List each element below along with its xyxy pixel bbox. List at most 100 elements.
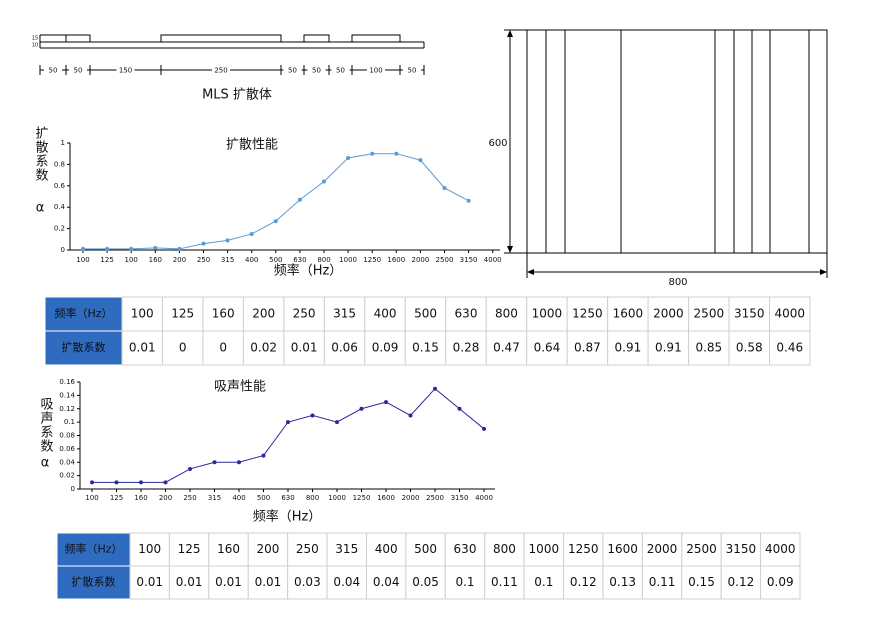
data-point	[359, 406, 364, 411]
dimension-label: 100	[369, 67, 382, 75]
cell-text: 0.1	[534, 575, 553, 589]
cell-text: 0.12	[728, 575, 755, 589]
dimension-label: 50	[288, 67, 297, 75]
x-tick-label: 800	[306, 494, 319, 502]
y-tick-label: 0	[71, 485, 75, 493]
x-tick-label: 250	[183, 494, 196, 502]
cell-text: 160	[217, 542, 240, 556]
x-tick-label: 2500	[436, 256, 454, 264]
data-point	[201, 241, 206, 246]
x-tick-label: 125	[110, 494, 123, 502]
cell-text: 630	[455, 307, 478, 321]
cell-text: 扩散系数	[72, 575, 116, 589]
data-point	[286, 420, 290, 425]
table-cell	[563, 565, 604, 600]
cell-text: 0.03	[294, 575, 321, 589]
dimension-label: 150	[119, 67, 132, 75]
cell-text: 0.87	[574, 341, 601, 355]
cell-text: 1000	[529, 542, 560, 556]
data-point	[433, 386, 437, 391]
cell-text: 2000	[647, 542, 678, 556]
table-cell	[720, 532, 762, 567]
data-point	[225, 238, 230, 243]
x-tick-label: 400	[232, 494, 245, 502]
table-cell	[247, 532, 289, 567]
cell-text: 频率（Hz）	[54, 306, 112, 320]
table-cell	[720, 565, 762, 600]
data-point	[418, 158, 423, 163]
data-point	[346, 155, 351, 160]
dimension-label: 50	[408, 67, 417, 75]
data-point	[310, 413, 315, 418]
x-tick-label: 315	[221, 256, 234, 264]
cell-text: 0.91	[615, 341, 642, 355]
dimension-label-bg	[331, 66, 350, 74]
plan-height: 600	[488, 138, 507, 149]
data-point	[114, 480, 119, 485]
data-point	[237, 460, 241, 465]
x-tick-label: 630	[293, 256, 306, 264]
data-point	[105, 246, 110, 251]
x-tick-label: 4000	[484, 256, 502, 264]
cell-text: 0.64	[534, 341, 561, 355]
cell-text: 3150	[726, 542, 757, 556]
table-cell	[364, 296, 406, 332]
cell-text: 频率（Hz）	[64, 542, 122, 556]
y-tick-label: 0.06	[59, 445, 75, 453]
x-tick-label: 800	[317, 256, 330, 264]
x-tick-label: 160	[134, 494, 147, 502]
cell-text: 500	[414, 307, 437, 321]
dimension-label-bg	[283, 66, 302, 74]
dimension-label-bg	[403, 66, 421, 74]
x-tick-label: 3150	[451, 494, 469, 502]
data-point	[297, 197, 302, 202]
x-axis-label: 频率（Hz）	[274, 263, 343, 279]
dimension-label: 50	[49, 67, 58, 75]
cell-text: 0.09	[767, 575, 794, 589]
dimension-label-bg	[367, 66, 385, 74]
cell-text: 1600	[613, 307, 644, 321]
data-point	[442, 185, 447, 190]
x-tick-label: 1250	[363, 256, 381, 264]
cell-text: 0.12	[570, 575, 597, 589]
table-cell	[688, 330, 730, 366]
dimension-label-bg	[44, 66, 62, 74]
cell-text: 125	[171, 307, 194, 321]
y-tick-label: 0	[61, 246, 65, 254]
table-cell	[404, 296, 447, 332]
table-cell	[129, 565, 170, 600]
y-tick-label: 1	[61, 139, 65, 147]
dimension-label-bg	[69, 66, 87, 74]
table-cell	[484, 565, 525, 600]
cell-text: 0.04	[333, 575, 360, 589]
table-cell	[365, 565, 407, 600]
x-tick-label: 200	[159, 494, 172, 502]
table-cell	[760, 565, 801, 600]
data-point	[322, 179, 326, 184]
cell-text: 扩散系数	[62, 340, 106, 354]
cell-text: 0.11	[649, 575, 676, 589]
y-tick-label: 0.8	[54, 160, 65, 168]
x-tick-label: 125	[100, 256, 113, 264]
table-cell	[323, 330, 366, 366]
cell-text: 0.15	[688, 575, 715, 589]
table-cell	[326, 565, 367, 600]
y-tick-label: 0.12	[59, 405, 75, 413]
dimension-label: 50	[312, 67, 321, 75]
data-point	[370, 151, 375, 156]
cell-text: 0	[219, 341, 227, 355]
cell-text: 0.06	[331, 341, 358, 355]
data-point	[384, 400, 388, 405]
x-axis-label: 频率（Hz）	[253, 509, 322, 525]
chart-title: 扩散性能	[226, 138, 278, 153]
data-point	[335, 420, 339, 425]
x-tick-label: 630	[281, 494, 294, 502]
cell-text: 0.01	[176, 575, 203, 589]
y-tick-label: 0.14	[59, 391, 75, 399]
cell-text: 1250	[572, 307, 603, 321]
cell-text: 250	[296, 542, 319, 556]
table-cell	[647, 330, 690, 366]
y-tick-label: 0.2	[54, 225, 65, 233]
table-cell	[681, 565, 722, 600]
x-tick-label: 200	[173, 256, 186, 264]
